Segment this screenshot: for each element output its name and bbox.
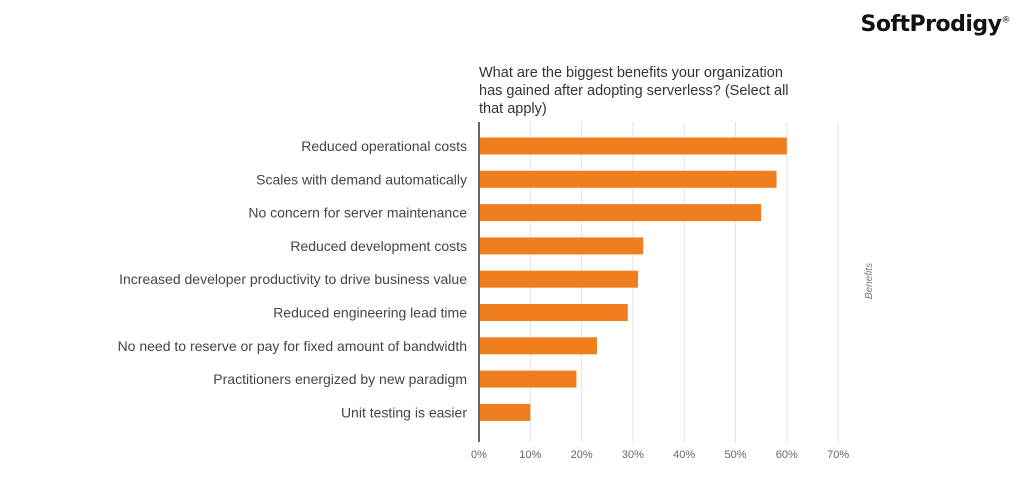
x-tick-label: 40%: [673, 449, 695, 461]
x-tick-label: 30%: [622, 449, 644, 461]
brand-logo: SoftProdigy®: [860, 12, 1010, 37]
x-tick-label: 70%: [827, 449, 849, 461]
x-tick-label: 60%: [776, 449, 798, 461]
x-tick-label: 10%: [519, 449, 541, 461]
category-label: Scales with demand automatically: [256, 171, 467, 187]
bar: [479, 403, 531, 421]
bar: [479, 370, 577, 388]
x-tick-label: 50%: [724, 449, 746, 461]
category-label: Reduced development costs: [290, 238, 467, 254]
x-tick-labels: 0% 10% 20% 30% 40% 50% 60% 70%: [471, 449, 849, 461]
bar: [479, 170, 777, 188]
bar: [479, 204, 762, 222]
bar: [479, 270, 639, 288]
bar: [479, 237, 644, 255]
bar: [479, 304, 628, 321]
x-tick-label: 20%: [571, 449, 593, 461]
category-label: Increased developer productivity to driv…: [119, 271, 467, 287]
bar: [479, 337, 597, 355]
category-label: Reduced operational costs: [301, 138, 467, 154]
category-label: No concern for server maintenance: [248, 205, 467, 221]
category-label: Reduced engineering lead time: [273, 305, 467, 321]
bars: [479, 137, 787, 421]
category-label: Practitioners energized by new paradigm: [213, 371, 467, 387]
bar: [479, 137, 787, 155]
chart-title: What are the biggest benefits your organ…: [479, 65, 789, 117]
legend-series-name: Benefits: [864, 263, 875, 299]
category-label: No need to reserve or pay for fixed amou…: [118, 338, 467, 354]
category-labels: Reduced operational costs Scales with dem…: [118, 138, 468, 420]
category-label: Unit testing is easier: [341, 404, 467, 420]
x-tick-label: 0%: [471, 449, 487, 461]
